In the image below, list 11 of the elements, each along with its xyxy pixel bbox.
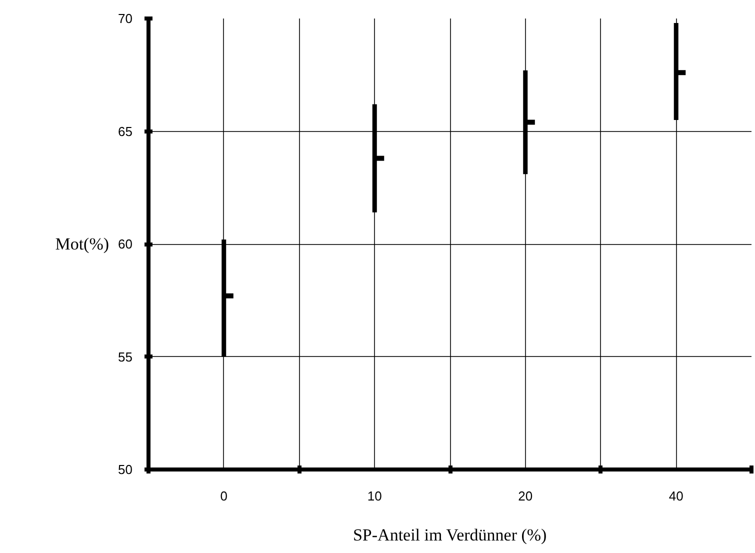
y-tick-label: 50 — [118, 462, 133, 477]
y-tick-label: 65 — [118, 124, 133, 139]
y-tick-label: 60 — [118, 236, 133, 252]
x-tick-label: 20 — [518, 488, 533, 504]
y-tick-label: 70 — [118, 11, 133, 26]
x-axis-title: SP-Anteil im Verdünner (%) — [352, 526, 547, 544]
x-tick-label: 0 — [220, 488, 228, 504]
x-tick-label: 40 — [668, 488, 684, 504]
y-axis-title: Mot(%) — [55, 234, 110, 254]
x-tick-label: 10 — [367, 488, 382, 504]
y-tick-label: 55 — [118, 349, 133, 364]
